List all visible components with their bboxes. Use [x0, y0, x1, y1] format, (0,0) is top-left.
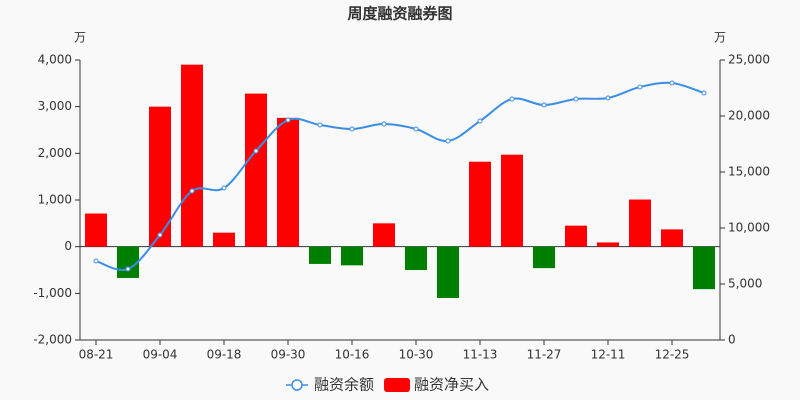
- y-tick-label: 4,000: [38, 53, 72, 67]
- chart-title: 周度融资融券图: [347, 5, 452, 23]
- line-point: [477, 118, 483, 124]
- bar: [565, 225, 587, 247]
- y-tick-label: 3,000: [38, 99, 72, 113]
- bar: [213, 232, 235, 247]
- bar: [405, 246, 427, 270]
- line-point: [413, 126, 419, 132]
- line-point: [221, 185, 227, 191]
- bar: [245, 93, 267, 247]
- legend-marker: [291, 379, 303, 391]
- y-tick-label: -1,000: [33, 286, 72, 300]
- x-tick-label: 09-18: [207, 348, 242, 362]
- legend-swatch: [384, 378, 411, 392]
- y2-tick-label: 10,000: [728, 221, 770, 235]
- line-point: [381, 121, 387, 127]
- bar: [469, 161, 491, 247]
- x-tick-label: 11-27: [527, 348, 562, 362]
- legend-label: 融资净买入: [414, 376, 489, 394]
- bar: [501, 154, 523, 247]
- line-point: [605, 95, 611, 101]
- bar: [533, 246, 555, 269]
- bar: [149, 106, 171, 247]
- y2-tick-label: 25,000: [728, 53, 770, 67]
- y2-tick-label: 5,000: [728, 277, 762, 291]
- y-tick-label: 0: [64, 239, 72, 253]
- y-tick-label: 2,000: [38, 146, 72, 160]
- line-point: [189, 188, 195, 194]
- bar: [661, 229, 683, 247]
- line-point: [125, 266, 131, 272]
- bar: [117, 246, 139, 278]
- line-point: [509, 96, 515, 102]
- y2-unit: 万: [714, 31, 726, 45]
- bar: [181, 64, 203, 247]
- line-point: [573, 96, 579, 102]
- line-point: [669, 80, 675, 86]
- bar: [373, 223, 395, 247]
- x-tick-label: 12-25: [655, 348, 690, 362]
- y2-tick-label: 20,000: [728, 109, 770, 123]
- y2-tick-label: 0: [728, 333, 736, 347]
- bar: [629, 199, 651, 247]
- y-unit: 万: [74, 31, 86, 45]
- bar: [277, 117, 299, 247]
- y-tick-label: -2,000: [33, 333, 72, 347]
- bar: [341, 246, 363, 266]
- line-point: [93, 258, 99, 264]
- bar: [693, 246, 715, 290]
- line-point: [637, 84, 643, 90]
- legend-label: 融资余额: [314, 376, 374, 394]
- line-point: [541, 102, 547, 108]
- line-point: [157, 232, 163, 238]
- x-tick-label: 10-30: [399, 348, 434, 362]
- line-point: [701, 90, 707, 96]
- bar: [597, 242, 619, 247]
- x-tick-label: 09-30: [271, 348, 306, 362]
- y-tick-label: 1,000: [38, 193, 72, 207]
- x-tick-label: 09-04: [143, 348, 178, 362]
- line: [95, 81, 705, 271]
- line-point: [285, 117, 291, 123]
- line-point: [253, 148, 259, 154]
- line-point: [349, 126, 355, 132]
- bar: [309, 246, 331, 264]
- x-tick-label: 11-13: [463, 348, 498, 362]
- line-point: [317, 122, 323, 128]
- y2-tick-label: 15,000: [728, 165, 770, 179]
- bar: [85, 213, 107, 247]
- line-point: [445, 138, 451, 144]
- x-tick-label: 08-21: [79, 348, 114, 362]
- x-tick-label: 10-16: [335, 348, 370, 362]
- x-tick-label: 12-11: [591, 348, 626, 362]
- bar: [437, 246, 459, 298]
